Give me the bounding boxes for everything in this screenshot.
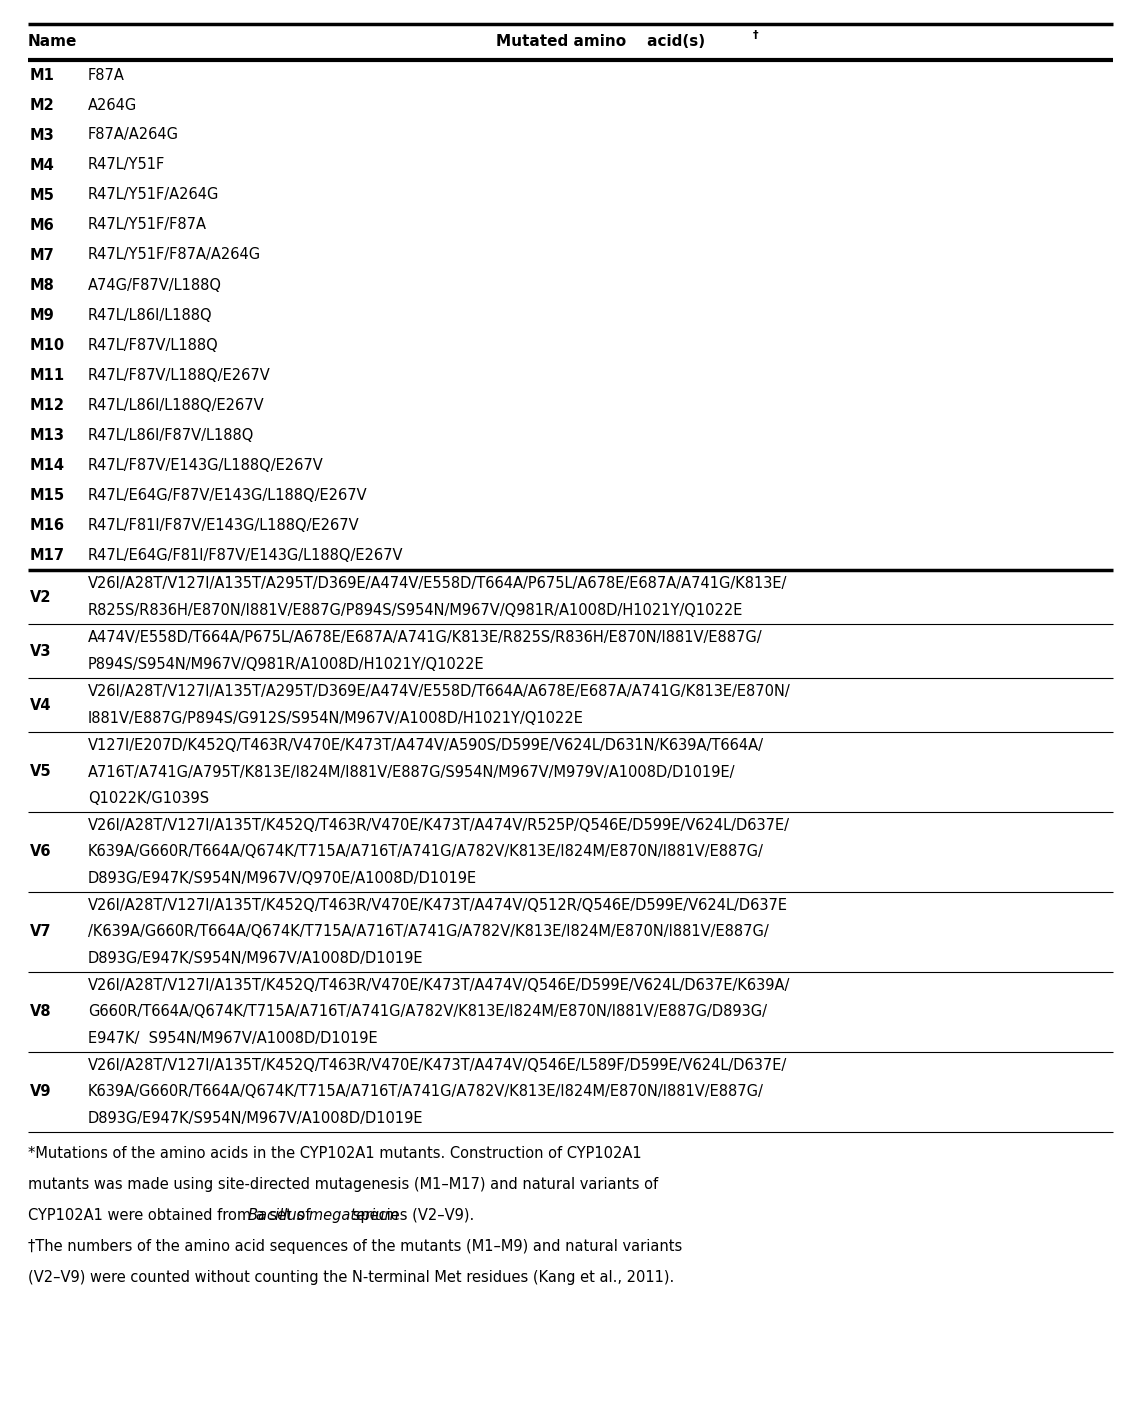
Text: †: † [753,30,758,40]
Text: M11: M11 [30,367,65,383]
Text: M1: M1 [30,68,55,82]
Text: R47L/F87V/L188Q/E267V: R47L/F87V/L188Q/E267V [88,367,270,383]
Text: V26I/A28T/V127I/A135T/K452Q/T463R/V470E/K473T/A474V/Q546E/L589F/D599E/V624L/D637: V26I/A28T/V127I/A135T/K452Q/T463R/V470E/… [88,1058,787,1073]
Text: V3: V3 [30,644,51,658]
Text: R47L/Y51F/F87A: R47L/Y51F/F87A [88,217,207,233]
Text: M3: M3 [30,127,55,143]
Text: Bacillus megaterium: Bacillus megaterium [248,1209,399,1223]
Text: R47L/F81I/F87V/E143G/L188Q/E267V: R47L/F81I/F87V/E143G/L188Q/E267V [88,518,359,532]
Text: V26I/A28T/V127I/A135T/K452Q/T463R/V470E/K473T/A474V/Q512R/Q546E/D599E/V624L/D637: V26I/A28T/V127I/A135T/K452Q/T463R/V470E/… [88,898,788,912]
Text: I881V/E887G/P894S/G912S/S954N/M967V/A1008D/H1021Y/Q1022E: I881V/E887G/P894S/G912S/S954N/M967V/A100… [88,712,584,726]
Text: R47L/Y51F/A264G: R47L/Y51F/A264G [88,188,219,202]
Text: K639A/G660R/T664A/Q674K/T715A/A716T/A741G/A782V/K813E/I824M/E870N/I881V/E887G/: K639A/G660R/T664A/Q674K/T715A/A716T/A741… [88,844,763,860]
Text: F87A/A264G: F87A/A264G [88,127,179,143]
Text: R47L/Y51F/F87A/A264G: R47L/Y51F/F87A/A264G [88,247,261,263]
Text: V7: V7 [30,925,51,939]
Text: M6: M6 [30,217,55,233]
Text: A474V/E558D/T664A/P675L/A678E/E687A/A741G/K813E/R825S/R836H/E870N/I881V/E887G/: A474V/E558D/T664A/P675L/A678E/E687A/A741… [88,630,762,645]
Text: A716T/A741G/A795T/K813E/I824M/I881V/E887G/S954N/M967V/M979V/A1008D/D1019E/: A716T/A741G/A795T/K813E/I824M/I881V/E887… [88,764,736,779]
Text: R825S/R836H/E870N/I881V/E887G/P894S/S954N/M967V/Q981R/A1008D/H1021Y/Q1022E: R825S/R836H/E870N/I881V/E887G/P894S/S954… [88,603,744,618]
Text: *Mutations of the amino acids in the CYP102A1 mutants. Construction of CYP102A1: *Mutations of the amino acids in the CYP… [29,1147,641,1161]
Text: V26I/A28T/V127I/A135T/A295T/D369E/A474V/E558D/T664A/A678E/E687A/A741G/K813E/E870: V26I/A28T/V127I/A135T/A295T/D369E/A474V/… [88,683,791,699]
Text: E947K/  S954N/M967V/A1008D/D1019E: E947K/ S954N/M967V/A1008D/D1019E [88,1031,378,1046]
Text: G660R/T664A/Q674K/T715A/A716T/A741G/A782V/K813E/I824M/E870N/I881V/E887G/D893G/: G660R/T664A/Q674K/T715A/A716T/A741G/A782… [88,1004,767,1019]
Text: M14: M14 [30,457,65,473]
Text: V9: V9 [30,1084,51,1100]
Text: M7: M7 [30,247,55,263]
Text: F87A: F87A [88,68,124,82]
Text: A74G/F87V/L188Q: A74G/F87V/L188Q [88,278,222,292]
Text: A264G: A264G [88,97,137,113]
Text: D893G/E947K/S954N/M967V/A1008D/D1019E: D893G/E947K/S954N/M967V/A1008D/D1019E [88,952,423,966]
Text: P894S/S954N/M967V/Q981R/A1008D/H1021Y/Q1022E: P894S/S954N/M967V/Q981R/A1008D/H1021Y/Q1… [88,657,485,672]
Text: V127I/E207D/K452Q/T463R/V470E/K473T/A474V/A590S/D599E/V624L/D631N/K639A/T664A/: V127I/E207D/K452Q/T463R/V470E/K473T/A474… [88,738,764,753]
Text: /K639A/G660R/T664A/Q674K/T715A/A716T/A741G/A782V/K813E/I824M/E870N/I881V/E887G/: /K639A/G660R/T664A/Q674K/T715A/A716T/A74… [88,925,769,939]
Text: R47L/L86I/L188Q: R47L/L86I/L188Q [88,308,212,322]
Text: R47L/L86I/F87V/L188Q: R47L/L86I/F87V/L188Q [88,428,254,442]
Text: Q1022K/G1039S: Q1022K/G1039S [88,791,209,806]
Text: M10: M10 [30,337,65,353]
Text: R47L/F87V/E143G/L188Q/E267V: R47L/F87V/E143G/L188Q/E267V [88,457,324,473]
Text: Mutated amino    acid(s): Mutated amino acid(s) [496,34,705,49]
Text: M13: M13 [30,428,65,442]
Text: V2: V2 [30,589,51,604]
Text: R47L/Y51F: R47L/Y51F [88,158,165,172]
Text: R47L/F87V/L188Q: R47L/F87V/L188Q [88,337,219,353]
Text: M16: M16 [30,518,65,532]
Text: D893G/E947K/S954N/M967V/A1008D/D1019E: D893G/E947K/S954N/M967V/A1008D/D1019E [88,1111,423,1127]
Text: M5: M5 [30,188,55,202]
Text: species (V2–V9).: species (V2–V9). [348,1209,474,1223]
Text: M17: M17 [30,548,65,562]
Text: V26I/A28T/V127I/A135T/A295T/D369E/A474V/E558D/T664A/P675L/A678E/E687A/A741G/K813: V26I/A28T/V127I/A135T/A295T/D369E/A474V/… [88,576,787,592]
Text: Name: Name [29,34,78,49]
Text: V26I/A28T/V127I/A135T/K452Q/T463R/V470E/K473T/A474V/R525P/Q546E/D599E/V624L/D637: V26I/A28T/V127I/A135T/K452Q/T463R/V470E/… [88,818,790,833]
Text: (V2–V9) were counted without counting the N-terminal Met residues (Kang et al., : (V2–V9) were counted without counting th… [29,1269,674,1285]
Text: mutants was made using site-directed mutagenesis (M1–M17) and natural variants o: mutants was made using site-directed mut… [29,1178,658,1192]
Text: CYP102A1 were obtained from a set of: CYP102A1 were obtained from a set of [29,1209,315,1223]
Text: M2: M2 [30,97,55,113]
Text: D893G/E947K/S954N/M967V/Q970E/A1008D/D1019E: D893G/E947K/S954N/M967V/Q970E/A1008D/D10… [88,871,477,887]
Text: R47L/E64G/F81I/F87V/E143G/L188Q/E267V: R47L/E64G/F81I/F87V/E143G/L188Q/E267V [88,548,404,562]
Text: K639A/G660R/T664A/Q674K/T715A/A716T/A741G/A782V/K813E/I824M/E870N/I881V/E887G/: K639A/G660R/T664A/Q674K/T715A/A716T/A741… [88,1084,763,1100]
Text: M12: M12 [30,398,65,412]
Text: V26I/A28T/V127I/A135T/K452Q/T463R/V470E/K473T/A474V/Q546E/D599E/V624L/D637E/K639: V26I/A28T/V127I/A135T/K452Q/T463R/V470E/… [88,979,791,993]
Text: R47L/L86I/L188Q/E267V: R47L/L86I/L188Q/E267V [88,398,265,412]
Text: R47L/E64G/F87V/E143G/L188Q/E267V: R47L/E64G/F87V/E143G/L188Q/E267V [88,487,367,503]
Text: V8: V8 [30,1004,51,1019]
Text: M9: M9 [30,308,55,322]
Text: V5: V5 [30,764,51,779]
Text: M8: M8 [30,278,55,292]
Text: †The numbers of the amino acid sequences of the mutants (M1–M9) and natural vari: †The numbers of the amino acid sequences… [29,1238,682,1254]
Text: V4: V4 [30,698,51,713]
Text: M15: M15 [30,487,65,503]
Text: V6: V6 [30,844,51,860]
Text: M4: M4 [30,158,55,172]
